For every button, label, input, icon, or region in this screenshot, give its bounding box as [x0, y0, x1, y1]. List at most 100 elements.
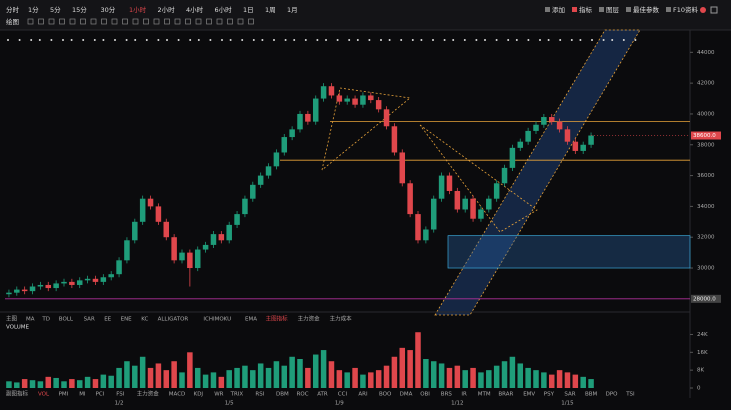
interval-tab[interactable]: 6小时 — [215, 5, 233, 14]
indicator-tab[interactable]: MA — [26, 317, 35, 323]
interval-tab[interactable]: 1分 — [28, 5, 39, 14]
indicator-tab[interactable]: 主力成本 — [330, 315, 353, 323]
indicator-tab[interactable]: 主图 — [6, 315, 18, 323]
indicator-tab[interactable]: 主力资金 — [298, 315, 321, 323]
tool-icon[interactable] — [101, 18, 107, 25]
sub-indicator-tab[interactable]: PSY — [544, 392, 555, 398]
tool-icon[interactable] — [143, 18, 149, 25]
sub-indicator-tab[interactable]: MTM — [478, 392, 491, 398]
interval-tab[interactable]: 1月 — [287, 6, 298, 14]
candle-body — [14, 289, 20, 293]
tool-icon[interactable] — [206, 18, 212, 25]
indicator-tab[interactable]: ALLIGATOR — [158, 317, 189, 323]
sub-indicator-tab[interactable]: FSI — [116, 392, 125, 398]
sub-indicator-tab[interactable]: ATR — [317, 392, 328, 398]
volume-bar — [76, 380, 83, 388]
candle-body — [407, 183, 413, 215]
indicator-tab[interactable]: 主图指标 — [266, 315, 289, 323]
sub-indicator-tab[interactable]: MACD — [169, 392, 186, 398]
sub-indicator-tab[interactable]: BRAR — [498, 392, 513, 398]
tool-icon[interactable] — [111, 18, 118, 25]
tool-icon[interactable] — [248, 18, 254, 25]
interval-tab[interactable]: 1周 — [265, 6, 276, 14]
interval-tab[interactable]: 30分 — [101, 5, 116, 14]
sub-indicator-tab[interactable]: DMA — [400, 392, 413, 398]
tool-icon[interactable] — [27, 18, 34, 25]
interval-tab[interactable]: 1日 — [243, 6, 254, 14]
tool-icon[interactable] — [153, 18, 160, 25]
toolbar-button[interactable]: 图层 — [606, 6, 620, 14]
tool-icon[interactable] — [38, 18, 44, 25]
toolbar-button[interactable]: 指标 — [579, 5, 593, 14]
sub-indicator-tab[interactable]: DBM — [276, 392, 289, 398]
candle-body — [344, 98, 350, 102]
event-dot — [134, 39, 137, 41]
candle-body — [84, 278, 91, 281]
indicator-tab[interactable]: EE — [104, 317, 111, 323]
volume-bar — [179, 372, 185, 388]
volume-bar — [588, 379, 594, 388]
tool-icon[interactable] — [80, 18, 86, 25]
volume-bar — [336, 370, 343, 388]
interval-tab[interactable]: 5分 — [50, 5, 61, 14]
tool-icon[interactable] — [174, 18, 181, 25]
tool-icon[interactable] — [132, 18, 139, 25]
interval-tab[interactable]: 2小时 — [158, 5, 176, 14]
event-dot — [177, 39, 180, 41]
candle-body — [541, 117, 547, 125]
tool-icon[interactable] — [48, 18, 55, 25]
sub-indicator-tab[interactable]: EMV — [523, 392, 535, 398]
tool-icon[interactable] — [164, 18, 170, 25]
sub-indicator-tab[interactable]: 副图指标 — [6, 390, 29, 398]
sub-indicator-tab[interactable]: 主力资金 — [137, 390, 160, 398]
sub-indicator-tab[interactable]: DPO — [606, 392, 619, 398]
tool-icon[interactable] — [122, 18, 128, 25]
tool-icon[interactable] — [227, 18, 233, 25]
indicator-tab[interactable]: BOLL — [59, 317, 74, 323]
sub-indicator-tab[interactable]: PCI — [96, 392, 105, 398]
sub-indicator-tab[interactable]: OBI — [420, 392, 430, 398]
toolbar-button[interactable]: 最佳参数 — [633, 5, 660, 14]
tool-icon[interactable] — [69, 18, 76, 25]
volume-bar — [132, 365, 138, 388]
interval-tab[interactable]: 4小时 — [186, 5, 204, 14]
tool-icon[interactable] — [90, 18, 97, 25]
sub-indicator-tab[interactable]: PMI — [59, 392, 69, 398]
sub-indicator-tab[interactable]: SAR — [564, 392, 575, 398]
sub-indicator-tab[interactable]: VOL — [38, 392, 50, 398]
interval-tab[interactable]: 1小时 — [129, 5, 147, 14]
sub-indicator-tab[interactable]: IR — [461, 392, 467, 398]
candle-body — [383, 109, 390, 127]
volume-bar — [462, 370, 468, 388]
sub-indicator-tab[interactable]: CCI — [338, 392, 348, 398]
tool-icon[interactable] — [237, 18, 244, 25]
indicator-tab[interactable]: ENE — [121, 317, 133, 323]
sub-indicator-tab[interactable]: BOO — [379, 392, 392, 398]
sub-indicator-tab[interactable]: ARI — [358, 392, 368, 398]
sub-indicator-tab[interactable]: MI — [79, 392, 86, 398]
indicator-tab[interactable]: SAR — [84, 317, 95, 323]
tool-icon[interactable] — [59, 18, 65, 25]
tool-icon[interactable] — [185, 18, 191, 25]
interval-tab[interactable]: 分时 — [6, 5, 20, 14]
sub-indicator-tab[interactable]: RSI — [255, 392, 264, 398]
volume-bar — [139, 356, 146, 388]
indicator-tab[interactable]: TD — [41, 317, 50, 323]
sub-indicator-tab[interactable]: BRS — [441, 392, 453, 398]
sub-indicator-tab[interactable]: KDJ — [194, 392, 204, 398]
indicator-tab[interactable]: KC — [141, 317, 148, 323]
sub-indicator-tab[interactable]: WR — [214, 392, 223, 398]
sub-indicator-tab[interactable]: ROC — [297, 392, 309, 398]
volume-bar — [69, 379, 75, 388]
volume-bar — [289, 356, 295, 388]
interval-tab[interactable]: 15分 — [72, 5, 87, 14]
sub-indicator-tab[interactable]: BBM — [585, 392, 598, 398]
tool-icon[interactable] — [195, 18, 202, 25]
sub-indicator-tab[interactable]: TSI — [625, 392, 635, 398]
tool-icon[interactable] — [216, 18, 223, 25]
toolbar-button[interactable]: F10资料 — [673, 5, 699, 14]
sub-indicator-tab[interactable]: TRIX — [230, 392, 244, 398]
indicator-tab[interactable]: EMA — [245, 317, 257, 323]
indicator-tab[interactable]: ICHIMOKU — [203, 317, 231, 323]
toolbar-button[interactable]: 添加 — [552, 5, 565, 14]
